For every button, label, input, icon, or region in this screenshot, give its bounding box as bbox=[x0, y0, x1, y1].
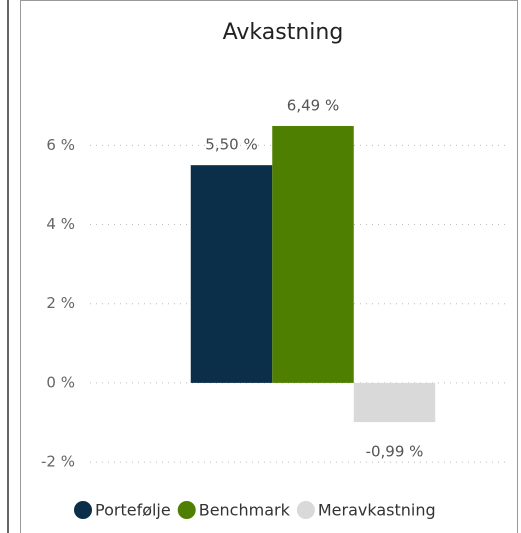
legend-label: Benchmark bbox=[199, 501, 291, 520]
y-tick-label: 2 % bbox=[46, 294, 75, 312]
y-tick-label: 0 % bbox=[46, 373, 75, 391]
legend-swatch bbox=[177, 501, 196, 519]
bar bbox=[353, 382, 436, 423]
panel-border bbox=[20, 0, 518, 533]
y-tick-label: -2 % bbox=[41, 453, 75, 471]
data-label: 6,49 % bbox=[287, 96, 339, 114]
chart-title: Avkastning bbox=[223, 20, 344, 45]
y-tick-label: 6 % bbox=[46, 136, 75, 154]
bar bbox=[272, 125, 354, 383]
y-tick-label: 4 % bbox=[46, 215, 75, 233]
bar bbox=[190, 165, 273, 383]
legend-swatch bbox=[74, 501, 92, 519]
data-label: 5,50 % bbox=[205, 136, 257, 154]
legend-label: Meravkastning bbox=[318, 501, 436, 520]
legend-swatch bbox=[296, 501, 315, 519]
legend-label: Portefølje bbox=[95, 501, 171, 520]
data-label: -0,99 % bbox=[366, 443, 424, 461]
